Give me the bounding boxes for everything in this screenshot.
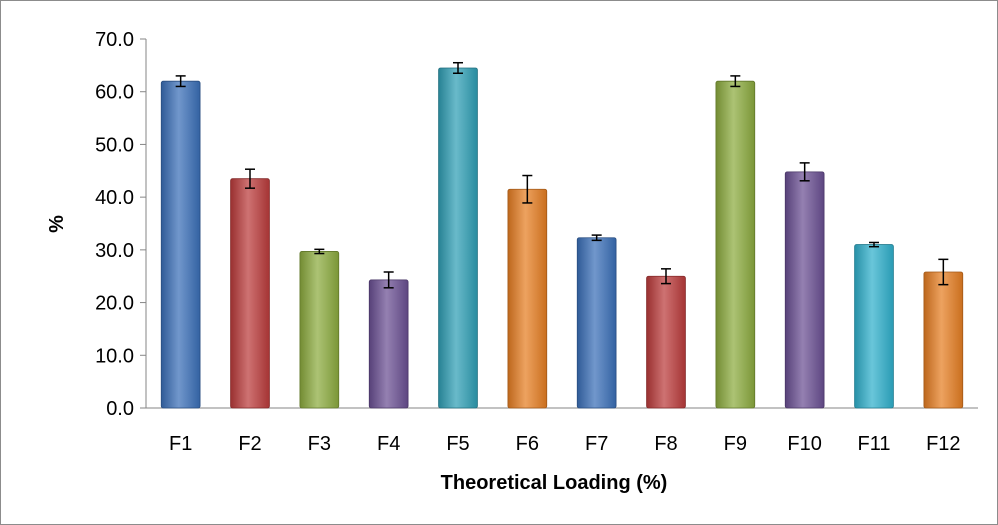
x-axis-title: Theoretical Loading (%): [441, 472, 668, 494]
bar-F1: [161, 81, 200, 408]
x-tick-label: F10: [787, 433, 821, 455]
bar-F2: [231, 179, 270, 408]
y-tick-label: 50.0: [95, 134, 134, 156]
x-tick-label: F12: [926, 433, 960, 455]
y-axis-ticks: 0.0 10.0 20.0 30.0 40.0 50.0 60.0 70.0: [95, 29, 146, 420]
y-tick-label: 70.0: [95, 29, 134, 51]
bar-F3: [300, 251, 339, 408]
x-tick-label: F9: [724, 433, 747, 455]
y-axis-title: %: [46, 215, 68, 233]
x-tick-label: F2: [238, 433, 261, 455]
y-tick-label: 10.0: [95, 345, 134, 367]
y-tick-label: 60.0: [95, 82, 134, 104]
bar-F7: [577, 238, 616, 408]
x-axis-ticks: F1 F2 F3 F4 F5 F6 F7 F8 F9 F10 F11 F12: [169, 433, 961, 455]
bar-F8: [647, 276, 686, 408]
x-tick-label: F1: [169, 433, 192, 455]
x-tick-label: F11: [858, 433, 891, 455]
bar-F10: [785, 172, 824, 408]
x-tick-label: F7: [585, 433, 608, 455]
bar-F4: [369, 280, 408, 408]
y-tick-label: 30.0: [95, 240, 134, 262]
bar-F11: [855, 245, 894, 408]
y-tick-label: 40.0: [95, 187, 134, 209]
x-tick-label: F8: [654, 433, 677, 455]
error-bars: [176, 63, 949, 288]
y-tick-label: 0.0: [106, 398, 134, 420]
y-tick-label: 20.0: [95, 293, 134, 315]
bar-F12: [924, 272, 963, 408]
bar-F5: [439, 68, 478, 408]
x-tick-label: F5: [446, 433, 469, 455]
bar-F6: [508, 189, 547, 408]
bar-series: [161, 68, 962, 408]
x-tick-label: F3: [308, 433, 331, 455]
x-tick-label: F6: [516, 433, 539, 455]
bar-F9: [716, 81, 755, 408]
x-tick-label: F4: [377, 433, 400, 455]
